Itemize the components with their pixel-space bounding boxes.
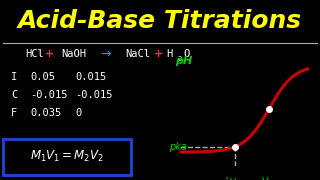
Text: pH: pH (176, 56, 193, 66)
Text: Acid-Base Titrations: Acid-Base Titrations (18, 9, 302, 33)
Text: NaCl: NaCl (125, 49, 150, 59)
Text: H: H (166, 49, 173, 59)
Text: NaOH: NaOH (61, 49, 86, 59)
Text: 0: 0 (75, 108, 82, 118)
FancyBboxPatch shape (3, 139, 131, 175)
Text: HCl: HCl (26, 49, 44, 59)
Text: I: I (11, 72, 18, 82)
Text: V$_{eq}$: V$_{eq}$ (260, 176, 278, 180)
Text: -0.015: -0.015 (75, 90, 113, 100)
Text: 0.015: 0.015 (75, 72, 107, 82)
Text: O: O (183, 49, 189, 59)
Text: $M_1V_1 = M_2V_2$: $M_1V_1 = M_2V_2$ (30, 149, 104, 164)
Text: 0.05: 0.05 (30, 72, 55, 82)
Text: 0.035: 0.035 (30, 108, 62, 118)
Text: $\frac{1}{2}$V$_{eq}$: $\frac{1}{2}$V$_{eq}$ (224, 176, 245, 180)
Text: F: F (11, 108, 18, 118)
Text: pka: pka (169, 142, 187, 152)
Text: 2: 2 (178, 55, 182, 62)
Text: +: + (45, 49, 54, 59)
Text: +: + (154, 49, 163, 59)
Text: -0.015: -0.015 (30, 90, 68, 100)
Text: →: → (100, 48, 111, 60)
Text: C: C (11, 90, 18, 100)
